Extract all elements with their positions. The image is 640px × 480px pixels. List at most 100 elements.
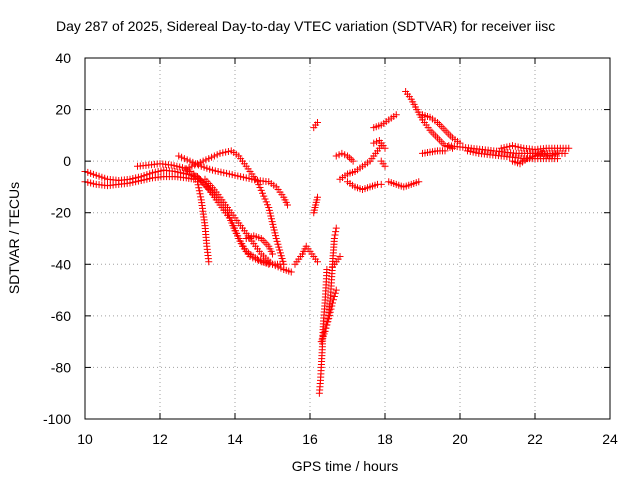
series-arc-19 (344, 178, 385, 194)
data-point (323, 265, 331, 273)
series-arc-11 (310, 118, 321, 132)
data-point (272, 235, 280, 242)
data-point (328, 302, 336, 310)
series-arc-23 (385, 178, 423, 191)
series-arc-2 (81, 166, 201, 184)
data-point (197, 193, 205, 201)
data-point (323, 321, 331, 329)
data-point (274, 240, 282, 248)
data-point (322, 324, 330, 332)
data-point (441, 147, 449, 155)
series-arc-20 (370, 137, 389, 152)
data-point (381, 162, 389, 170)
series-arc-25 (419, 111, 464, 147)
data-point (265, 260, 273, 268)
x-tick-label: 10 (77, 431, 93, 447)
plot-frame (84, 57, 611, 420)
x-tick-label: 18 (377, 431, 393, 447)
grid-layer (85, 58, 610, 419)
data-point (329, 299, 336, 307)
data-point (259, 189, 266, 197)
data-point (447, 132, 455, 140)
series-arc-1 (81, 173, 198, 190)
data-point (439, 124, 447, 132)
series-arc-29 (497, 142, 573, 154)
data-point (330, 293, 338, 301)
data-point (254, 178, 261, 186)
series-arc-24 (402, 88, 456, 152)
tick-layer: 10 12 14 16 18 20 22 24 40 20 0 -20 -40 -60 -80 -100 (43, 50, 618, 447)
x-tick-label: 12 (152, 431, 168, 447)
data-point (314, 118, 321, 126)
data-point (278, 255, 286, 263)
data-point (336, 253, 344, 261)
data-point (325, 314, 333, 322)
y-tick-label: 0 (63, 153, 71, 169)
x-axis-label: GPS time / hours (292, 458, 399, 474)
data-point (329, 296, 337, 304)
data-point (428, 128, 436, 136)
data-point (565, 144, 573, 152)
data-point (445, 130, 453, 138)
data-point (443, 128, 451, 136)
data-point (331, 289, 339, 297)
data-point (287, 268, 295, 276)
chart-title: Day 287 of 2025, Sidereal Day-to-day VTE… (56, 18, 555, 34)
x-tick-label: 16 (302, 431, 318, 447)
data-point (262, 198, 270, 206)
series-arc-17 (332, 149, 357, 165)
series-arc-26 (419, 147, 449, 157)
data-point (257, 186, 265, 194)
data-point (195, 187, 203, 195)
data-point (273, 237, 281, 245)
y-tick-label: 40 (55, 50, 71, 66)
series-arc-6 (201, 175, 295, 276)
data-point (332, 286, 340, 294)
data-point (263, 240, 271, 248)
data-point (284, 201, 291, 209)
data-point (256, 184, 264, 192)
series-arc-15 (321, 286, 340, 335)
x-tick-label: 14 (227, 431, 243, 447)
series-arc-12 (310, 193, 321, 217)
data-point (326, 311, 333, 319)
data-point (279, 257, 287, 265)
data-point (332, 228, 340, 236)
y-tick-label: -20 (51, 205, 71, 221)
data-point (276, 246, 284, 254)
data-point (205, 258, 213, 266)
data-point (345, 154, 353, 162)
data-point (435, 136, 443, 144)
data-point (347, 155, 355, 163)
data-point (321, 327, 329, 335)
data-point (392, 111, 400, 119)
data-point (330, 235, 338, 242)
data-point (332, 224, 340, 232)
data-point (314, 193, 321, 201)
data-point (276, 260, 284, 268)
data-point (327, 305, 335, 313)
data-point (437, 138, 445, 146)
data-point (194, 181, 202, 189)
series-arc-21 (377, 157, 389, 170)
data-point (261, 238, 269, 246)
x-tick-label: 22 (527, 431, 543, 447)
data-point (441, 126, 449, 134)
x-tick-label: 24 (602, 431, 618, 447)
data-point (437, 122, 445, 130)
series-arc-9 (242, 232, 276, 258)
data-point (277, 252, 285, 260)
series-arc-18 (336, 142, 385, 183)
data-point (381, 144, 389, 152)
data-point (326, 308, 334, 316)
series-arc-22 (370, 111, 400, 132)
data-point (196, 190, 204, 198)
data-point (561, 149, 569, 157)
data-point (260, 192, 268, 200)
series-arc-16 (329, 253, 344, 271)
y-tick-label: 20 (55, 102, 71, 118)
data-point (261, 195, 269, 203)
y-tick-label: -100 (43, 411, 71, 427)
x-tick-label: 20 (452, 431, 468, 447)
data-point (415, 178, 423, 186)
